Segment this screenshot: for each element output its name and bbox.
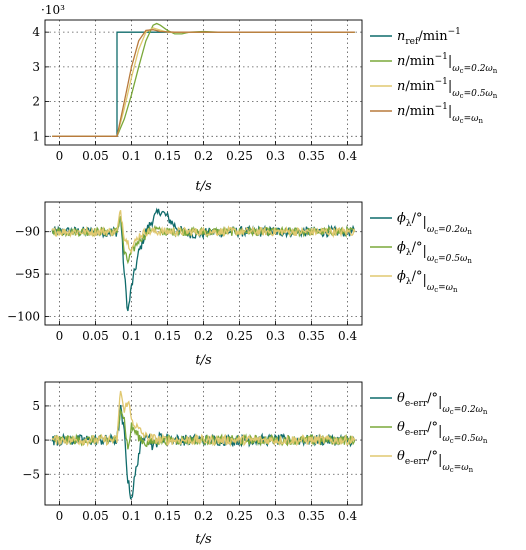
- x-tick-label: 0.2: [194, 149, 213, 163]
- x-tick-label: 0.25: [226, 149, 253, 163]
- legend: nref/min−1 n/min−1|ωc=0.2ωnn/min−1|ωc=0.5…: [370, 27, 498, 125]
- x-tick-label: 0.3: [266, 509, 285, 523]
- x-tick-label: 0.05: [82, 509, 109, 523]
- x-tick-label: 0.3: [266, 149, 285, 163]
- plot-frame: [44, 19, 363, 146]
- x-tick-label: 0.15: [154, 149, 181, 163]
- x-tick-label: 0.05: [82, 329, 109, 343]
- y-tick-label: −100: [7, 310, 40, 324]
- legend: ϕλ/°|ωc=0.2ωn ϕλ/°|ωc=0.5ωn ϕλ/°|ωc=ωn: [370, 211, 472, 294]
- plot-frame: [44, 201, 363, 326]
- x-tick-label: 0.1: [122, 149, 141, 163]
- legend-label: n/min−1|ωc=0.2ωn: [397, 52, 498, 75]
- x-tick-label: 0.2: [194, 329, 213, 343]
- y-tick-label: −90: [15, 225, 40, 239]
- chart-panel-2: 0 0.05 0.1 0.15 0.2 0.25 0.3 0.35 0.4 −90 −95 −100 t…: [7, 201, 472, 368]
- x-tick-label: 0.2: [194, 509, 213, 523]
- plot-frame: [44, 381, 363, 506]
- legend-label: ϕλ/°|ωc=0.2ωn: [397, 211, 472, 236]
- legend-label: n/min−1|ωc=0.5ωn: [397, 77, 498, 100]
- series-line: [51, 207, 356, 312]
- legend-label: n/min−1|ωc=ωn: [397, 102, 483, 125]
- x-tick-label: 0.35: [298, 329, 325, 343]
- y-tick-label: 5: [32, 399, 40, 413]
- x-tick-label: 0.25: [226, 329, 253, 343]
- grid: [45, 202, 362, 325]
- x-tick-label: 0: [56, 509, 64, 523]
- y-tick-label: −5: [22, 467, 40, 481]
- x-tick-label: 0.35: [298, 509, 325, 523]
- y-tick-label: 2: [32, 95, 40, 109]
- y-tick-label: 3: [32, 60, 40, 74]
- y-tick-label: −95: [15, 267, 40, 281]
- x-tick-label: 0: [56, 329, 64, 343]
- chart-panel-1: 0 0.05 0.1 0.15 0.2 0.25 0.3 0.35 0.4 1 2 3 4 t/s ·10³…: [32, 3, 497, 194]
- legend-label: ϕλ/°|ωc=0.5ωn: [397, 240, 472, 265]
- x-tick-label: 0.15: [154, 329, 181, 343]
- x-tick-label: 0.15: [154, 509, 181, 523]
- chart-panel-3: 0 0.05 0.1 0.15 0.2 0.25 0.3 0.35 0.4 5 0 −5 t/s θe-e…: [22, 381, 488, 547]
- legend-label: ϕλ/°|ωc=ωn: [397, 269, 458, 294]
- x-tick-label: 0.4: [338, 329, 357, 343]
- series-line: [51, 390, 356, 448]
- x-tick-label: 0.35: [298, 149, 325, 163]
- y-exponent-label: ·10³: [41, 3, 65, 17]
- x-tick-label: 0.4: [338, 149, 357, 163]
- legend: θe-err/°|ωc=0.2ωn θe-err/°|ωc=0.5ωn θe-err…: [370, 391, 488, 474]
- x-tick-label: 0.4: [338, 509, 357, 523]
- x-axis-label: t/s: [195, 353, 212, 368]
- x-tick-label: 0: [56, 149, 64, 163]
- y-tick-label: 4: [32, 25, 40, 39]
- x-axis-label: t/s: [195, 532, 212, 547]
- legend-label: θe-err/°|ωc=0.5ωn: [397, 420, 488, 445]
- x-axis-label: t/s: [195, 179, 212, 194]
- x-tick-label: 0.1: [122, 509, 141, 523]
- x-tick-label: 0.3: [266, 329, 285, 343]
- legend-label: θe-err/°|ωc=0.2ωn: [397, 391, 488, 416]
- legend-label: θe-err/°|ωc=ωn: [397, 449, 474, 474]
- series-line: [51, 210, 356, 254]
- x-tick-label: 0.25: [226, 509, 253, 523]
- y-tick-label: 1: [32, 129, 40, 143]
- series-line: [52, 29, 355, 137]
- x-tick-label: 0.1: [122, 329, 141, 343]
- x-tick-label: 0.05: [82, 149, 109, 163]
- grid: [45, 20, 362, 145]
- legend-label: nref/min−1: [397, 27, 461, 47]
- y-tick-label: 0: [32, 433, 40, 447]
